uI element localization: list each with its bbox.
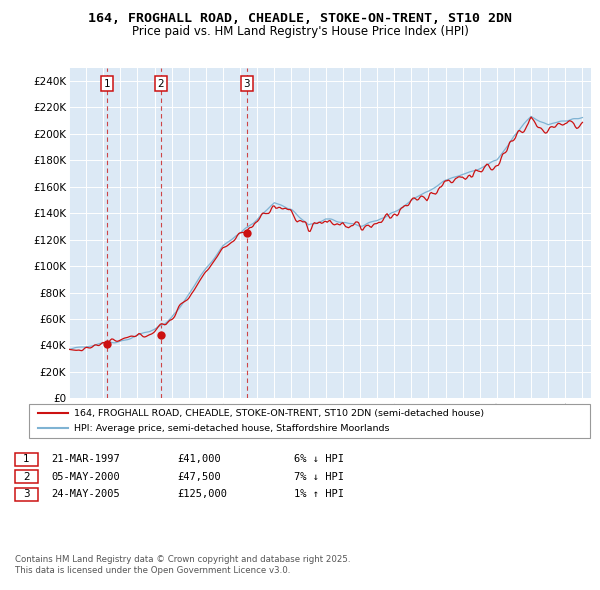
Text: 1: 1 bbox=[23, 454, 30, 464]
Text: £125,000: £125,000 bbox=[177, 490, 227, 499]
Text: 7% ↓ HPI: 7% ↓ HPI bbox=[294, 472, 344, 481]
Text: 1% ↑ HPI: 1% ↑ HPI bbox=[294, 490, 344, 499]
Text: 05-MAY-2000: 05-MAY-2000 bbox=[51, 472, 120, 481]
Text: HPI: Average price, semi-detached house, Staffordshire Moorlands: HPI: Average price, semi-detached house,… bbox=[74, 424, 389, 432]
Text: 3: 3 bbox=[244, 78, 250, 88]
Text: £41,000: £41,000 bbox=[177, 454, 221, 464]
Text: 164, FROGHALL ROAD, CHEADLE, STOKE-ON-TRENT, ST10 2DN: 164, FROGHALL ROAD, CHEADLE, STOKE-ON-TR… bbox=[88, 12, 512, 25]
Text: This data is licensed under the Open Government Licence v3.0.: This data is licensed under the Open Gov… bbox=[15, 566, 290, 575]
Text: 6% ↓ HPI: 6% ↓ HPI bbox=[294, 454, 344, 464]
Text: 24-MAY-2005: 24-MAY-2005 bbox=[51, 490, 120, 499]
Text: 21-MAR-1997: 21-MAR-1997 bbox=[51, 454, 120, 464]
Text: 164, FROGHALL ROAD, CHEADLE, STOKE-ON-TRENT, ST10 2DN (semi-detached house): 164, FROGHALL ROAD, CHEADLE, STOKE-ON-TR… bbox=[74, 409, 484, 418]
Text: £47,500: £47,500 bbox=[177, 472, 221, 481]
Text: Contains HM Land Registry data © Crown copyright and database right 2025.: Contains HM Land Registry data © Crown c… bbox=[15, 555, 350, 564]
Text: Price paid vs. HM Land Registry's House Price Index (HPI): Price paid vs. HM Land Registry's House … bbox=[131, 25, 469, 38]
Text: 1: 1 bbox=[104, 78, 110, 88]
Text: 3: 3 bbox=[23, 490, 30, 499]
Text: 2: 2 bbox=[23, 472, 30, 481]
Text: 2: 2 bbox=[158, 78, 164, 88]
